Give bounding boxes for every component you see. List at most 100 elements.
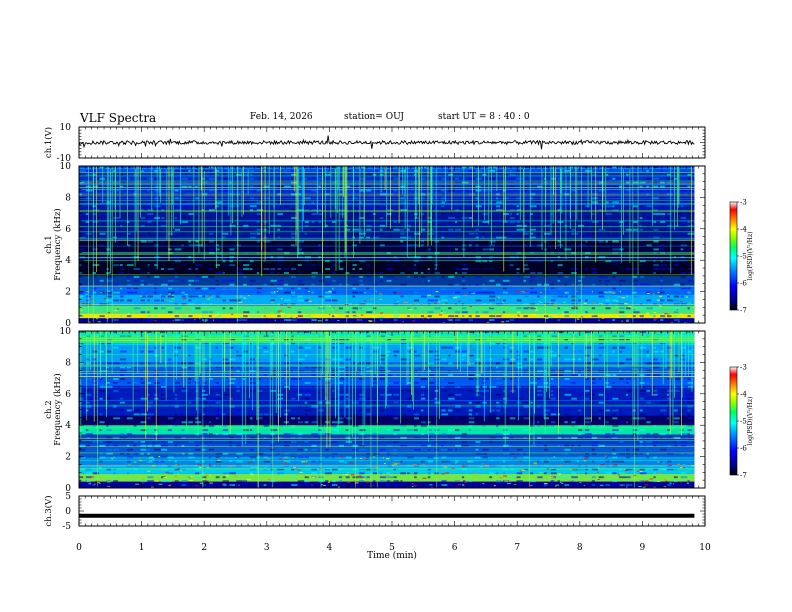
spectrogram-cell <box>482 248 489 251</box>
spectrogram-cell <box>441 275 446 278</box>
lf-noise <box>284 457 288 459</box>
spectrogram-cell <box>612 425 619 428</box>
spectrogram-cell <box>99 440 103 443</box>
lf-noise <box>677 463 680 465</box>
spectrogram-cell <box>632 279 639 282</box>
spectrogram-cell <box>92 484 95 487</box>
spectrogram-cell <box>605 397 612 400</box>
spectrogram-cell <box>249 279 257 282</box>
spectrogram-cell <box>660 193 664 196</box>
spectrogram-cell <box>161 299 165 302</box>
spectrogram-cell <box>584 228 589 231</box>
spectrogram-cell <box>188 244 195 247</box>
spectrogram-cell <box>434 295 440 298</box>
spectrogram-cell <box>530 260 537 263</box>
lf-noise <box>618 296 622 298</box>
spectrogram-cell <box>461 358 465 361</box>
spectrogram-cell <box>85 401 90 404</box>
spectrogram-cell <box>222 480 229 483</box>
spectrogram-cell <box>256 252 260 255</box>
spectrogram-cell <box>284 452 289 455</box>
spectrogram-cell <box>591 468 598 471</box>
spectrogram-cell <box>625 166 630 168</box>
spectrogram-cell <box>120 264 123 267</box>
spectrogram-cell <box>578 444 581 447</box>
lf-noise <box>362 478 366 480</box>
lf-noise <box>356 319 360 321</box>
spectrogram-cell <box>304 480 310 483</box>
spectrogram-cell <box>639 275 645 278</box>
spectrogram-cell <box>571 185 578 188</box>
spectrogram-cell <box>236 433 243 436</box>
lf-noise <box>168 459 171 461</box>
spectrogram-cell <box>379 409 385 412</box>
spectrogram-cell <box>584 201 589 204</box>
spectrogram-cell <box>543 444 547 447</box>
spectrogram-cell <box>126 382 131 384</box>
spectrogram-cell <box>653 252 656 255</box>
spectrogram-cell <box>284 311 287 314</box>
spectrogram-cell <box>468 209 476 212</box>
spectrogram-cell <box>99 334 104 337</box>
spectrogram-cell <box>687 315 691 318</box>
spectrogram-band <box>79 434 695 445</box>
lf-noise <box>591 314 595 316</box>
spectrogram-cell <box>653 456 658 459</box>
spectrogram-cell <box>379 319 383 322</box>
lf-noise <box>626 486 628 488</box>
spectrogram-cell <box>598 342 604 345</box>
lf-noise <box>100 465 104 467</box>
spectrogram-cell <box>448 382 455 384</box>
spectrogram-cell <box>523 279 527 282</box>
spectrogram-cell <box>502 378 507 381</box>
lf-noise <box>271 301 275 303</box>
lf-noise <box>298 309 301 311</box>
spectrogram-cell <box>133 370 138 373</box>
spectrogram-cell <box>208 401 215 404</box>
spectrogram-cell <box>270 283 274 286</box>
spectrogram-cell <box>277 350 282 353</box>
spectrogram-cell <box>284 354 288 357</box>
spectrogram-cell <box>379 193 387 196</box>
lf-noise <box>474 457 477 459</box>
lf-noise <box>469 306 472 308</box>
spectrogram-cell <box>181 315 188 318</box>
spectrogram-cell <box>133 350 140 353</box>
spectrogram-cell <box>687 409 691 412</box>
spectrogram-cell <box>523 205 529 208</box>
spectrogram-cell <box>325 295 332 298</box>
spectrogram-cell <box>468 401 472 404</box>
spectrogram-cell <box>113 189 120 192</box>
spectrogram-cell <box>667 444 671 447</box>
lf-noise <box>452 467 455 469</box>
spectrogram-cell <box>284 460 291 463</box>
spectrogram-cell <box>208 421 212 424</box>
spectrogram-cell <box>571 295 577 298</box>
spectrogram-cell <box>318 264 324 267</box>
lf-noise <box>328 290 332 292</box>
spectrogram-cell <box>420 393 425 396</box>
lf-noise <box>169 292 171 294</box>
lf-noise <box>473 472 478 474</box>
spectrogram-cell <box>625 220 631 223</box>
spectrogram-cell <box>530 232 534 235</box>
spectrogram-cell <box>598 425 605 428</box>
lf-noise <box>153 319 157 321</box>
spectrogram-cell <box>325 433 332 436</box>
spectrogram-cell <box>195 173 199 176</box>
spectrogram-cell <box>202 472 205 475</box>
spectrogram-cell <box>673 177 678 180</box>
spectrogram-cell <box>482 189 488 192</box>
lf-noise <box>521 469 526 471</box>
lf-noise <box>600 464 605 466</box>
spectrogram-cell <box>646 350 649 353</box>
spectrogram-cell <box>195 275 201 278</box>
lf-noise <box>417 479 419 481</box>
spectrogram-cell <box>174 413 177 416</box>
spectrogram-cell <box>161 209 165 212</box>
spectrogram-cell <box>584 389 590 392</box>
spectrogram-cell <box>523 429 529 432</box>
spectrogram-cell <box>345 311 350 314</box>
spectrogram-cell <box>523 460 530 463</box>
spectrogram-cell <box>208 456 212 459</box>
